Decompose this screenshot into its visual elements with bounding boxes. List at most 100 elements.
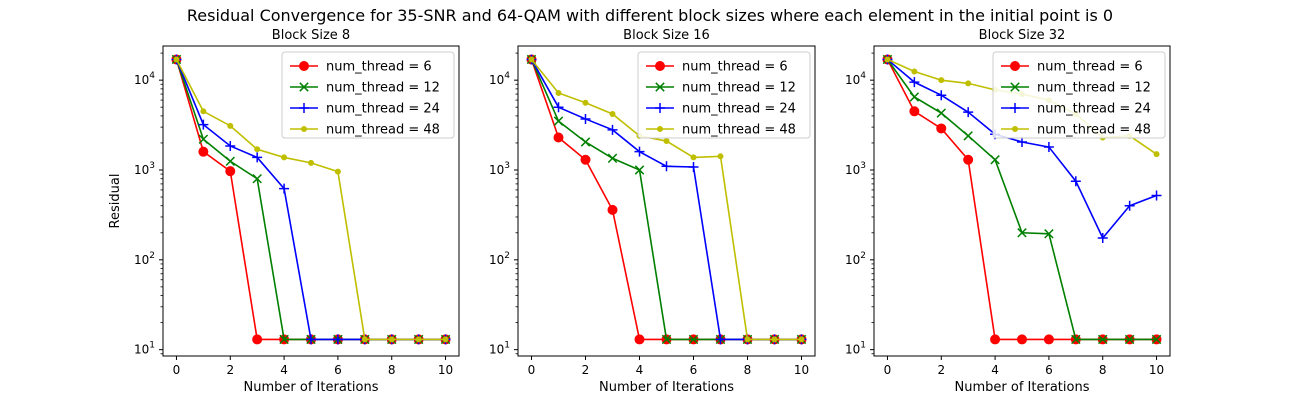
data-point [198, 119, 209, 130]
data-point [963, 154, 974, 165]
series-2 [882, 54, 1162, 345]
data-point [1151, 334, 1162, 345]
data-point [909, 77, 920, 88]
data-point [1043, 142, 1054, 153]
data-point [717, 153, 724, 160]
x-tick-label: 6 [690, 363, 698, 377]
data-point [607, 153, 618, 164]
legend-label: num_thread = 12 [1037, 81, 1151, 96]
data-point [715, 334, 726, 345]
legend-label: num_thread = 6 [326, 60, 432, 75]
data-point [1071, 334, 1081, 345]
data-point [1124, 334, 1135, 345]
legend-label: num_thread = 12 [682, 81, 796, 96]
x-tick-label: 10 [438, 363, 453, 377]
y-tick-label: 104 [489, 71, 510, 87]
x-axis-label: Number of Iterations [599, 380, 734, 395]
legend-entry: num_thread = 48 [1001, 123, 1151, 138]
subplot-1: Block Size 8 0 2 4 6 8 10 101 102 103 104 Number of… [108, 28, 460, 395]
data-point [688, 334, 699, 345]
data-point [1017, 228, 1027, 238]
data-point [580, 154, 591, 165]
data-point [198, 134, 209, 144]
data-point [690, 154, 697, 161]
legend-label: num_thread = 24 [682, 102, 796, 117]
legend-entry: num_thread = 24 [290, 102, 440, 117]
data-point [771, 336, 778, 343]
legend-label: num_thread = 48 [326, 123, 440, 138]
y-tick-label: 102 [489, 251, 510, 267]
data-point [607, 204, 618, 215]
y-tick-label: 101 [134, 341, 155, 357]
legend-marker [657, 126, 663, 132]
data-point [281, 154, 288, 161]
x-tick-label: 10 [1149, 363, 1164, 377]
legend-entry: num_thread = 12 [646, 81, 796, 96]
data-point [1017, 334, 1027, 345]
data-point [1097, 232, 1108, 243]
legend-label: num_thread = 48 [682, 123, 796, 138]
legend-entry: num_thread = 24 [646, 102, 796, 117]
series-4 [173, 56, 449, 343]
axes-frame [162, 45, 460, 357]
legend-marker [299, 103, 309, 113]
legend-entry: num_thread = 6 [1001, 60, 1143, 75]
axes-frame [517, 45, 816, 357]
data-point [173, 56, 180, 63]
data-point [884, 56, 891, 63]
data-point [200, 108, 207, 115]
legend-entry: num_thread = 48 [646, 123, 796, 138]
data-point [938, 77, 945, 84]
legend-marker [1010, 82, 1020, 92]
data-point [634, 334, 645, 345]
data-point [225, 140, 236, 151]
x-tick-label: 10 [794, 363, 809, 377]
x-tick-label: 2 [226, 363, 234, 377]
y-tick-label: 103 [489, 161, 510, 177]
data-point [388, 336, 395, 343]
data-point [1153, 151, 1160, 158]
data-point [1017, 136, 1027, 147]
data-point [1044, 229, 1054, 239]
data-point [528, 56, 535, 63]
legend-marker [655, 61, 665, 71]
y-tick-label: 104 [845, 71, 866, 87]
data-point [553, 132, 564, 143]
data-point [909, 92, 920, 102]
y-tick-label: 102 [845, 251, 866, 267]
data-point [252, 334, 263, 345]
subplot-3: Block Size 32 0 2 4 6 8 10 101 102 103 104 Number o… [845, 28, 1171, 395]
data-point [1070, 176, 1081, 187]
data-point [911, 68, 918, 75]
data-point [963, 131, 973, 141]
legend-label: num_thread = 24 [326, 102, 440, 117]
x-axis-label: Number of Iterations [955, 380, 1090, 395]
legend-box [637, 51, 811, 139]
data-point [609, 111, 616, 118]
y-tick-label: 101 [845, 341, 866, 357]
data-point [306, 334, 316, 345]
x-tick-label: 0 [884, 363, 892, 377]
legend-label: num_thread = 24 [1037, 102, 1151, 117]
legend-marker [655, 82, 665, 92]
data-point [308, 159, 314, 166]
y-tick-label: 102 [134, 251, 155, 267]
data-point [634, 165, 645, 175]
data-point [936, 123, 947, 134]
y-tick-label: 101 [489, 341, 510, 357]
x-tick-label: 6 [1045, 363, 1053, 377]
subplot-2: Block Size 16 0 2 4 6 8 10 101 102 103 104 Number o… [489, 28, 816, 395]
data-point [198, 146, 209, 157]
legend-marker [1012, 126, 1018, 132]
subplot-title: Block Size 16 [623, 28, 710, 43]
data-point [442, 336, 449, 343]
data-point [798, 336, 805, 343]
data-point [580, 113, 591, 124]
x-tick-label: 0 [173, 363, 181, 377]
x-tick-label: 0 [528, 363, 536, 377]
y-tick-label: 104 [134, 71, 155, 87]
data-point [744, 336, 751, 343]
data-point [580, 137, 591, 147]
legend-marker [301, 126, 307, 132]
